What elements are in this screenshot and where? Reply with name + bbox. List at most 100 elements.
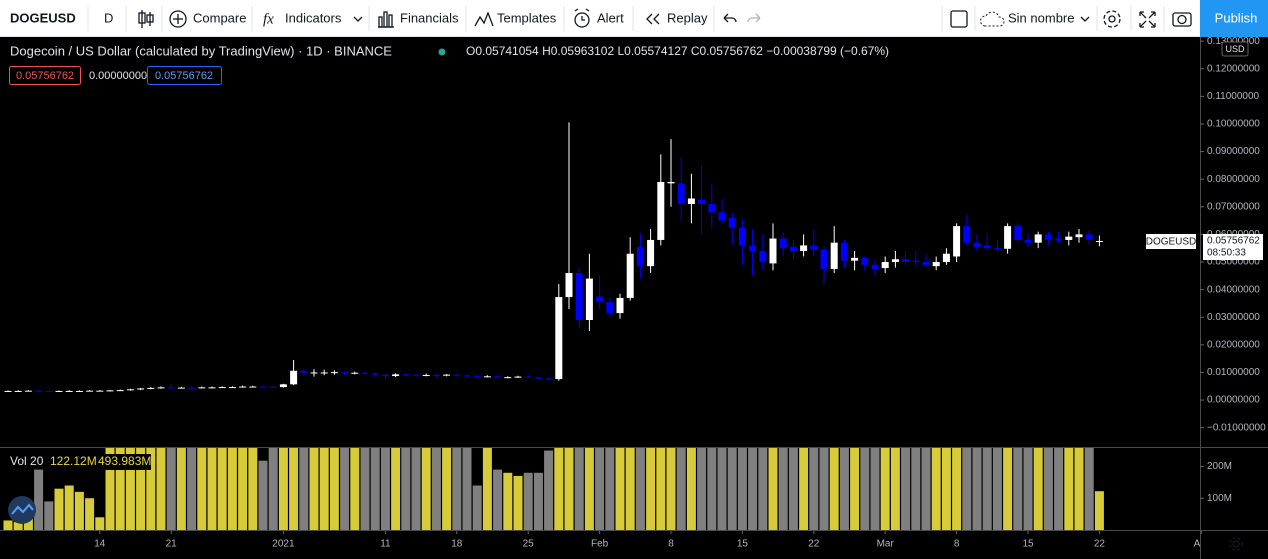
volume-bar	[1074, 448, 1084, 530]
fullscreen-icon[interactable]	[1139, 11, 1156, 28]
templates-icon[interactable]	[474, 11, 494, 27]
candle-body	[198, 387, 206, 389]
indicators-icon[interactable]: fx	[263, 11, 274, 27]
candle-body	[126, 389, 134, 391]
candle-body	[993, 248, 1001, 250]
input-box[interactable]	[9, 66, 81, 85]
volume-bar	[289, 448, 299, 530]
select-box[interactable]	[950, 10, 968, 28]
templates[interactable]: Templates	[497, 10, 557, 25]
volume-bar	[921, 448, 931, 530]
volume-bar	[462, 448, 472, 530]
x-tick-label: 22	[808, 539, 820, 550]
volume-bar	[176, 448, 186, 530]
y-tick-label: 0.05000000	[1207, 257, 1260, 268]
candle-body	[585, 278, 593, 320]
candle-body	[983, 245, 991, 249]
chevron[interactable]	[353, 16, 363, 22]
indicators[interactable]: Indicators	[285, 10, 342, 25]
alert[interactable]: Alert	[597, 10, 624, 25]
volume-bar	[1064, 448, 1074, 530]
candle-body	[208, 387, 216, 389]
price-label-box	[1203, 234, 1263, 260]
volume-bar	[299, 448, 309, 530]
volume-ma: 493.983M	[98, 454, 151, 468]
x-tick-label: 22	[1094, 539, 1106, 550]
candle-body	[65, 390, 73, 392]
compare[interactable]: Compare	[193, 10, 246, 25]
volume-bar	[819, 448, 829, 530]
candle-body	[687, 198, 695, 205]
volume-bar	[992, 448, 1002, 530]
candle-body	[718, 212, 726, 221]
volume-bar	[870, 448, 880, 530]
volume-bar	[166, 448, 176, 530]
financials-icon[interactable]	[378, 11, 394, 28]
symbol[interactable]: DOGEUSD	[10, 10, 76, 25]
candle-body	[830, 242, 838, 269]
candle-body	[596, 296, 604, 303]
candle-body	[1024, 239, 1032, 243]
publish[interactable]: Publish	[1215, 10, 1258, 25]
chart-style-icon[interactable]	[138, 10, 154, 28]
candle-body	[1034, 234, 1042, 243]
candle-body	[432, 374, 440, 376]
symbol-label: DOGEUSD	[1146, 237, 1197, 248]
volume-bar	[513, 475, 523, 530]
volume-bar	[207, 448, 217, 530]
input-box[interactable]	[147, 66, 222, 85]
candle-body	[545, 378, 553, 380]
snapshot-icon[interactable]	[1172, 12, 1192, 27]
y-tick-label: 0.03000000	[1207, 312, 1260, 323]
volume-bar	[564, 448, 574, 530]
volume-bar	[85, 498, 95, 530]
volume-bar	[758, 448, 768, 530]
y-tick-label: 0.08000000	[1207, 174, 1260, 185]
volume-bar	[156, 448, 166, 530]
alert-icon[interactable]	[574, 8, 590, 28]
candle-body	[769, 238, 777, 264]
candle-body	[820, 249, 828, 269]
volume-bar	[319, 448, 329, 530]
candle-body	[1014, 226, 1022, 240]
candle-body	[300, 370, 308, 373]
layout-name[interactable]: Sin nombre	[1008, 10, 1074, 25]
undo[interactable]	[723, 13, 737, 23]
redo[interactable]	[747, 13, 761, 23]
cloud-icon[interactable]	[979, 11, 1005, 27]
interval[interactable]: D	[104, 10, 113, 25]
replay[interactable]: Replay	[667, 10, 708, 25]
candle-body	[749, 245, 757, 251]
settings-icon[interactable]	[1103, 10, 1121, 28]
chevron[interactable]	[1080, 16, 1090, 22]
replay-icon[interactable]	[646, 13, 660, 25]
compare-icon[interactable]	[169, 10, 187, 28]
candle-body	[871, 264, 879, 269]
financials[interactable]: Financials	[400, 10, 459, 25]
market-status	[438, 48, 446, 56]
volume-bar	[605, 448, 615, 530]
volume-bar	[931, 448, 941, 530]
candle-body	[636, 246, 644, 267]
candle-body	[473, 375, 481, 377]
volume-bar	[472, 485, 482, 530]
volume-bar	[574, 448, 584, 530]
volume-bar	[64, 485, 74, 530]
volume-bar	[890, 448, 900, 530]
candle-body	[443, 374, 451, 376]
volume-bar	[666, 448, 676, 530]
x-tick-label: Mar	[877, 539, 895, 550]
y-tick-label: 0.02000000	[1207, 339, 1260, 350]
axis-settings[interactable]	[1229, 537, 1243, 551]
volume-bar	[431, 448, 441, 530]
volume-bar	[503, 472, 513, 530]
publish-button[interactable]	[1200, 0, 1268, 37]
y-tick-label: −0.01000000	[1207, 422, 1266, 433]
candle-body	[626, 253, 634, 298]
x-tick-label: 8	[668, 539, 674, 550]
volume-bar	[737, 448, 747, 530]
candle-body	[728, 217, 736, 228]
candle-body	[555, 297, 563, 380]
currency-box	[1221, 41, 1249, 57]
volume-bar	[686, 448, 696, 530]
